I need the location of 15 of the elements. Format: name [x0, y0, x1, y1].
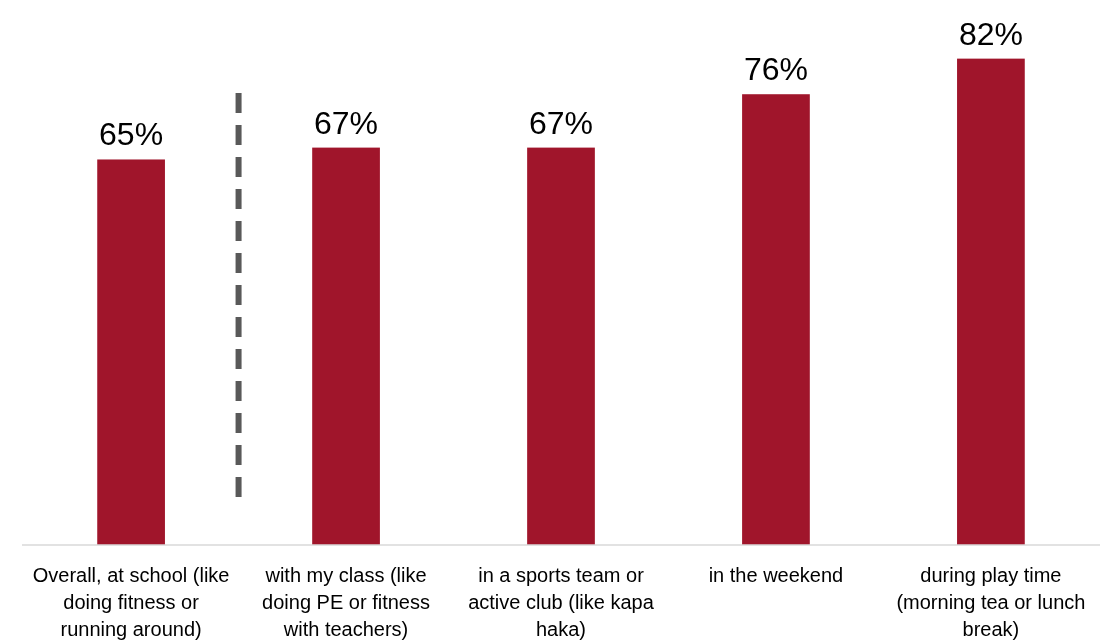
bar — [742, 94, 810, 545]
data-label: 76% — [743, 51, 808, 88]
data-label: 67% — [528, 104, 594, 141]
bar — [312, 147, 380, 545]
x-tick-label: Overall, at school (like doing fitness or running around) — [32, 564, 230, 640]
x-tick-label: with my class (like doing PE or fitness with teachers) — [262, 564, 430, 640]
bar — [957, 58, 1025, 545]
x-tick-label: in the weekend — [708, 564, 844, 586]
x-tick-label: in a sports team or active club (like kapa haka) — [468, 564, 655, 640]
bar — [527, 147, 595, 545]
data-label: 67% — [314, 104, 379, 141]
bar — [97, 159, 165, 545]
x-tick-label: during play time (morning tea or lunch break) — [896, 564, 1086, 640]
data-label: 82% — [958, 15, 1023, 52]
data-label: 65% — [99, 116, 164, 153]
